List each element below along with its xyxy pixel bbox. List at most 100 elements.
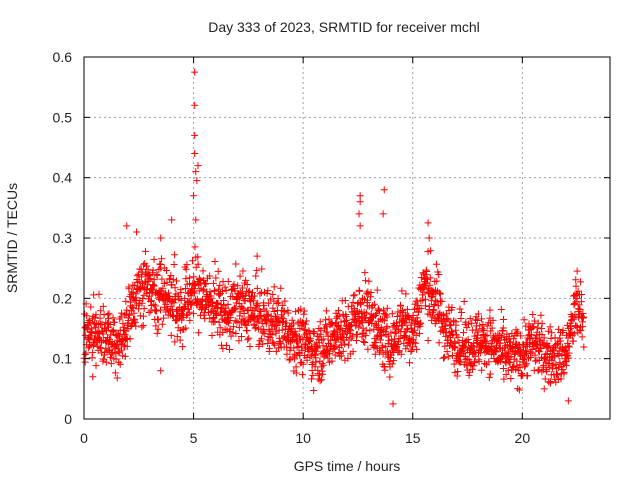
data-point (486, 306, 494, 314)
data-point (573, 322, 581, 330)
data-point (317, 326, 325, 334)
data-point (126, 335, 134, 343)
data-point (372, 343, 380, 351)
data-point (257, 335, 265, 343)
data-point (335, 307, 343, 315)
data-point (471, 352, 479, 360)
data-point (368, 313, 376, 321)
data-point (263, 317, 271, 325)
data-point (499, 324, 507, 332)
data-point (396, 334, 404, 342)
data-point (207, 294, 215, 302)
data-point (417, 319, 425, 327)
data-point (333, 313, 341, 321)
data-point (187, 301, 195, 309)
data-point (398, 287, 406, 295)
data-point (470, 362, 478, 370)
data-point (182, 265, 190, 273)
data-point (538, 320, 546, 328)
data-point (450, 343, 458, 351)
data-point (236, 308, 244, 316)
data-point (102, 358, 110, 366)
data-point (545, 378, 553, 386)
data-point (540, 334, 548, 342)
data-point (500, 315, 507, 323)
data-point (319, 370, 327, 378)
data-point (124, 317, 132, 325)
data-point (426, 274, 434, 282)
data-point (191, 285, 199, 293)
data-point (299, 371, 307, 379)
data-point (520, 316, 528, 324)
data-point (554, 363, 562, 371)
data-point (191, 101, 199, 109)
data-point (152, 307, 160, 315)
data-point (211, 317, 219, 325)
data-point (201, 280, 209, 288)
data-point (92, 311, 100, 319)
data-point (355, 210, 363, 218)
y-tick-label: 0 (64, 411, 72, 427)
data-point (239, 305, 247, 313)
data-point (232, 305, 240, 313)
data-point (559, 326, 567, 334)
data-point (195, 280, 203, 288)
data-point (97, 307, 105, 315)
data-point (468, 365, 476, 373)
data-point (300, 307, 308, 315)
data-point (88, 329, 96, 337)
data-point (110, 327, 118, 335)
x-tick-label: 15 (405, 430, 421, 446)
data-point (269, 304, 277, 312)
data-point (478, 366, 486, 374)
data-point (222, 286, 230, 294)
data-point (357, 299, 365, 307)
data-point (371, 320, 379, 328)
data-point (562, 361, 570, 369)
data-point (252, 301, 260, 309)
data-point (462, 343, 470, 351)
data-point (232, 329, 240, 337)
data-point (233, 318, 241, 326)
data-point (530, 323, 538, 331)
data-point (219, 345, 227, 353)
data-point (157, 234, 165, 242)
data-point (186, 274, 194, 282)
data-point (541, 375, 549, 383)
data-point (475, 358, 483, 366)
data-point (238, 304, 246, 312)
data-point (531, 351, 539, 359)
data-point (119, 320, 127, 328)
data-point (323, 328, 331, 336)
data-point (379, 210, 387, 218)
data-point (273, 321, 281, 329)
data-point (439, 354, 447, 362)
data-point (191, 68, 199, 76)
data-point (326, 349, 334, 357)
data-point (230, 304, 238, 312)
data-point (302, 320, 310, 328)
data-point (116, 360, 124, 368)
data-point (556, 337, 564, 345)
data-point (402, 345, 410, 353)
data-point (168, 281, 176, 289)
data-point (427, 247, 435, 255)
data-point (107, 360, 115, 368)
data-point (177, 296, 185, 304)
data-point (356, 222, 364, 230)
data-point (578, 291, 586, 299)
data-point (380, 186, 388, 194)
data-point (352, 321, 360, 329)
data-point (421, 302, 429, 310)
data-point (297, 305, 305, 313)
data-point (415, 330, 423, 338)
data-point (524, 372, 532, 380)
data-point (500, 375, 508, 383)
data-point (253, 284, 261, 292)
data-point (276, 339, 284, 347)
data-point (580, 313, 588, 321)
data-point (402, 290, 410, 298)
data-point (410, 326, 418, 334)
data-point (441, 325, 449, 333)
data-point (150, 300, 158, 308)
